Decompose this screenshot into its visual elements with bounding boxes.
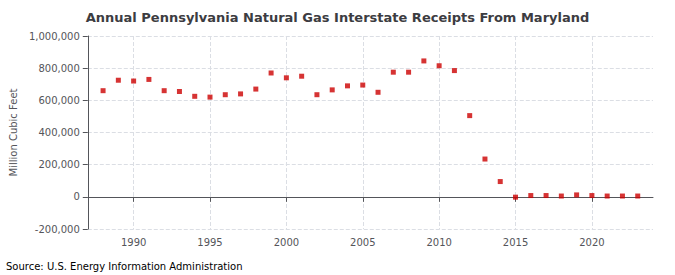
svg-text:2010: 2010 (426, 237, 451, 248)
svg-text:800,000: 800,000 (38, 63, 79, 74)
svg-text:Million Cubic Feet: Million Cubic Feet (8, 88, 19, 176)
svg-text:2000: 2000 (274, 237, 299, 248)
svg-text:2020: 2020 (579, 237, 604, 248)
svg-text:200,000: 200,000 (38, 159, 79, 170)
svg-text:0: 0 (73, 191, 79, 202)
svg-text:-200,000: -200,000 (35, 224, 80, 235)
svg-text:2005: 2005 (350, 237, 375, 248)
svg-text:1990: 1990 (121, 237, 146, 248)
svg-text:Annual Pennsylvania Natural Ga: Annual Pennsylvania Natural Gas Intersta… (86, 10, 590, 25)
svg-text:1995: 1995 (197, 237, 222, 248)
svg-text:1,000,000: 1,000,000 (29, 31, 80, 42)
svg-text:400,000: 400,000 (38, 127, 79, 138)
svg-text:600,000: 600,000 (38, 95, 79, 106)
svg-text:Source: U.S. Energy Informatio: Source: U.S. Energy Information Administ… (6, 261, 243, 272)
svg-text:2015: 2015 (503, 237, 528, 248)
